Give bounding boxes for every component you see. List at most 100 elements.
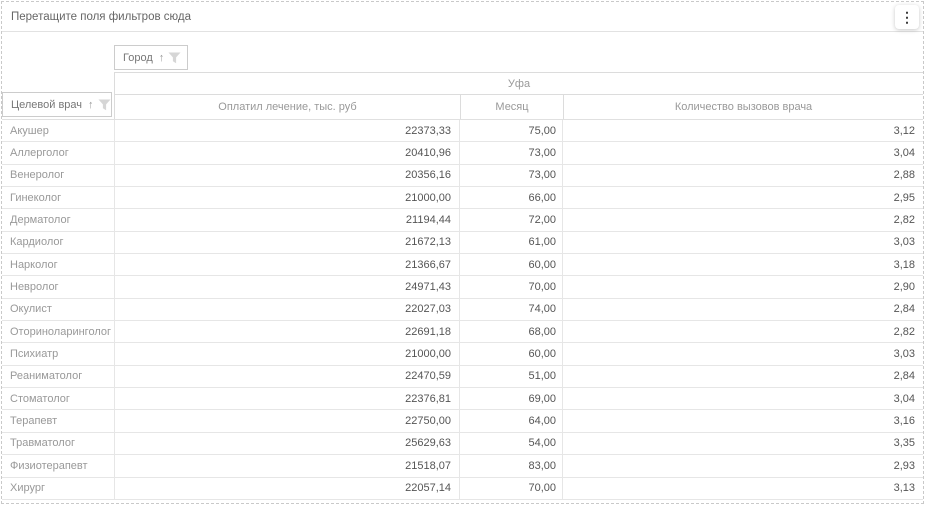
data-cell-paid[interactable]: 22057,14 (114, 477, 459, 499)
table-row: Травматолог 25629,63 54,00 3,35 (2, 432, 923, 456)
data-cell-paid[interactable]: 24971,43 (114, 276, 459, 298)
row-header-cell[interactable]: Гинеколог (10, 191, 62, 204)
data-cell-month[interactable]: 75,00 (459, 120, 562, 142)
data-cell-month[interactable]: 51,00 (459, 365, 562, 388)
filter-hint-text: Перетащите поля фильтров сюда (11, 10, 192, 23)
data-cell-calls[interactable]: 2,82 (562, 209, 923, 231)
table-row: Дерматолог 21194,44 72,00 2,82 (2, 209, 923, 232)
data-cell-paid[interactable]: 25629,63 (114, 432, 459, 455)
table-row: Хирург 22057,14 70,00 3,13 (2, 477, 923, 500)
data-cell-calls[interactable]: 2,82 (562, 321, 923, 343)
data-cell-month[interactable]: 74,00 (459, 298, 562, 321)
data-cell-paid[interactable]: 21000,00 (114, 187, 459, 209)
data-cell-paid[interactable]: 21366,67 (114, 254, 459, 276)
sort-ascending-icon[interactable]: ↑ (88, 98, 94, 111)
data-cell-calls[interactable]: 3,13 (562, 477, 923, 499)
column-area: Город ↑ Уфа Оплатил лечение, тыс. руб Ме… (114, 32, 923, 119)
table-row: Психиатр 21000,00 60,00 3,03 (2, 343, 923, 366)
data-cell-paid[interactable]: 22470,59 (114, 365, 459, 388)
data-cell-calls[interactable]: 3,35 (562, 432, 923, 455)
row-header-cell[interactable]: Дерматолог (10, 214, 71, 227)
row-header-cell[interactable]: Терапевт (10, 415, 58, 428)
data-cell-month[interactable]: 61,00 (459, 231, 562, 254)
data-cell-calls[interactable]: 3,03 (562, 231, 923, 254)
data-cell-month[interactable]: 83,00 (459, 455, 562, 477)
row-header-cell[interactable]: Физиотерапевт (10, 459, 88, 472)
column-field-button[interactable]: Город ↑ (114, 45, 189, 70)
row-header-cell[interactable]: Венеролог (10, 169, 65, 182)
row-header-cell[interactable]: Реаниматолог (10, 370, 83, 383)
data-cell-paid[interactable]: 21000,00 (114, 343, 459, 365)
row-header-cell[interactable]: Травматолог (10, 437, 75, 450)
row-header-cell[interactable]: Психиатр (10, 348, 59, 361)
data-cell-month[interactable]: 54,00 (459, 432, 562, 455)
table-row: Нарколог 21366,67 60,00 3,18 (2, 254, 923, 277)
filter-drop-zone[interactable]: Перетащите поля фильтров сюда ⋮ (2, 2, 923, 32)
table-row: Физиотерапевт 21518,07 83,00 2,93 (2, 455, 923, 478)
filter-icon[interactable] (168, 52, 181, 64)
data-cell-paid[interactable]: 20410,96 (114, 142, 459, 164)
column-fields-zone[interactable]: Город ↑ (114, 32, 923, 72)
data-cell-month[interactable]: 70,00 (459, 477, 562, 499)
data-cell-paid[interactable]: 22376,81 (114, 388, 459, 410)
data-cell-paid[interactable]: 22691,18 (114, 321, 459, 343)
data-cell-calls[interactable]: 2,90 (562, 276, 923, 298)
row-fields-zone: Целевой врач ↑ (2, 32, 114, 119)
data-cell-month[interactable]: 73,00 (459, 142, 562, 164)
column-field-label: Город (123, 51, 153, 64)
row-field-label: Целевой врач (11, 98, 83, 111)
table-body: Акушер 22373,33 75,00 3,12 Аллерголог 20… (2, 119, 923, 500)
data-cell-month[interactable]: 60,00 (459, 343, 562, 365)
row-header-cell[interactable]: Стоматолог (10, 392, 70, 405)
data-cell-paid[interactable]: 21518,07 (114, 455, 459, 477)
table-row: Терапевт 22750,00 64,00 3,16 (2, 410, 923, 433)
data-cell-month[interactable]: 60,00 (459, 254, 562, 276)
data-cell-calls[interactable]: 2,93 (562, 455, 923, 477)
data-cell-month[interactable]: 66,00 (459, 187, 562, 209)
data-cell-paid[interactable]: 22373,33 (114, 120, 459, 142)
data-cell-calls[interactable]: 3,12 (562, 120, 923, 142)
data-cell-month[interactable]: 73,00 (459, 164, 562, 187)
data-cell-month[interactable]: 68,00 (459, 321, 562, 343)
data-cell-paid[interactable]: 22750,00 (114, 410, 459, 432)
table-row: Реаниматолог 22470,59 51,00 2,84 (2, 365, 923, 389)
data-cell-month[interactable]: 69,00 (459, 388, 562, 410)
column-header-calls[interactable]: Количество вызовов врача (563, 95, 923, 119)
data-cell-calls[interactable]: 3,18 (562, 254, 923, 276)
filter-icon[interactable] (98, 99, 111, 111)
table-row: Венеролог 20356,16 73,00 2,88 (2, 164, 923, 188)
row-header-cell[interactable]: Аллерголог (10, 147, 69, 160)
data-cell-calls[interactable]: 2,84 (562, 365, 923, 388)
data-cell-calls[interactable]: 2,88 (562, 164, 923, 187)
data-cell-calls[interactable]: 3,04 (562, 142, 923, 164)
data-cell-calls[interactable]: 3,04 (562, 388, 923, 410)
column-header-paid[interactable]: Оплатил лечение, тыс. руб (218, 101, 357, 113)
options-menu-button[interactable]: ⋮ (895, 5, 919, 29)
row-header-cell[interactable]: Окулист (10, 303, 52, 316)
row-header-cell[interactable]: Акушер (10, 124, 49, 137)
row-header-cell[interactable]: Кардиолог (10, 236, 64, 249)
row-header-cell[interactable]: Оториноларинголог (10, 325, 111, 338)
row-field-button[interactable]: Целевой врач ↑ (2, 92, 112, 117)
data-cell-calls[interactable]: 2,84 (562, 298, 923, 321)
data-cell-calls[interactable]: 2,95 (562, 187, 923, 209)
data-cell-month[interactable]: 70,00 (459, 276, 562, 298)
data-cell-paid[interactable]: 21672,13 (114, 231, 459, 254)
column-group-header[interactable]: Уфа (114, 72, 923, 94)
data-cell-paid[interactable]: 22027,03 (114, 298, 459, 321)
sort-ascending-icon[interactable]: ↑ (158, 51, 165, 64)
row-header-cell[interactable]: Хирург (10, 482, 45, 495)
table-row: Кардиолог 21672,13 61,00 3,03 (2, 231, 923, 255)
data-cell-month[interactable]: 72,00 (459, 209, 562, 231)
data-cell-paid[interactable]: 20356,16 (114, 164, 459, 187)
data-cell-month[interactable]: 64,00 (459, 410, 562, 432)
table-row: Стоматолог 22376,81 69,00 3,04 (2, 388, 923, 411)
data-cell-calls[interactable]: 3,03 (562, 343, 923, 365)
table-row: Аллерголог 20410,96 73,00 3,04 (2, 142, 923, 165)
row-header-cell[interactable]: Нарколог (10, 258, 58, 271)
data-cell-paid[interactable]: 21194,44 (114, 209, 459, 231)
row-header-cell[interactable]: Невролог (10, 281, 59, 294)
data-cell-calls[interactable]: 3,16 (562, 410, 923, 432)
column-header-month[interactable]: Месяц (460, 95, 563, 119)
